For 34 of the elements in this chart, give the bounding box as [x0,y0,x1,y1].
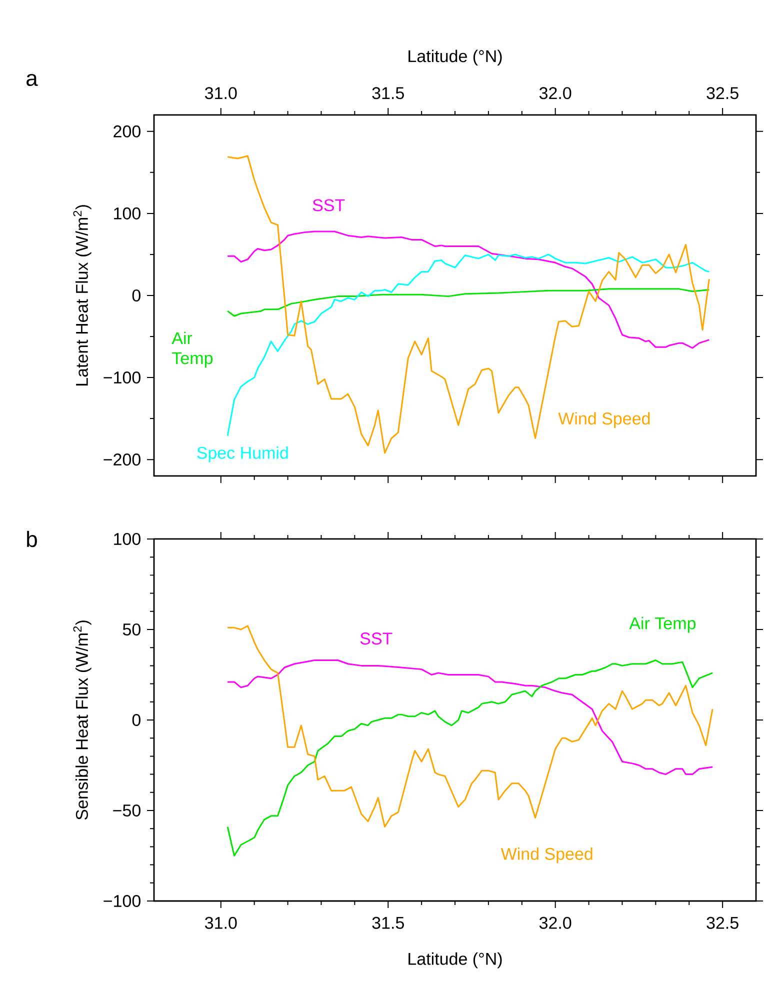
y-tick-label: 100 [114,532,141,546]
y-tick-label: 0 [132,289,141,302]
series-label: SST [313,199,345,212]
y-axis-title: Latent Heat Flux (W/m$^{2}$) [73,205,92,386]
x-tick-label: 31.5 [372,916,404,929]
x-tick-label: 32.5 [706,87,739,100]
text: Wind Speed [501,847,593,864]
series-label: Air Temp [629,616,696,633]
x-tick-label: 32.0 [540,87,572,100]
series-label: SST [360,632,393,645]
x-tick-label: 31.5 [372,87,404,100]
line-series [227,230,710,349]
x-tick-label: 31.0 [205,87,238,100]
series-label: Spec Humid [197,446,288,462]
series-label: Air Temp [172,332,213,368]
series-label: Wind Speed [558,412,650,428]
y-tick-label: −100 [104,894,141,908]
x-tick-label: 32.0 [540,916,572,929]
line-series [227,288,710,317]
y-tick-label: −50 [113,804,141,817]
y-tick-label: −100 [104,372,141,384]
line-series [227,660,714,776]
text: b [27,530,38,548]
x-tick-label: 32.5 [706,916,739,929]
y-tick-label: 100 [114,207,141,220]
y-axis-title: Sensible Heat Flux (W/m$^{2}$) [73,620,92,820]
y-tick-label: −200 [104,454,141,466]
y-tick-label: 50 [123,623,141,636]
x-axis-title: Latitude (°N) [408,50,502,66]
y-tick-label: 0 [132,714,141,726]
x-axis-title: Latitude (°N) [408,952,502,968]
x-tick-label: 31.0 [205,916,238,929]
y-tick-label: 200 [114,125,141,138]
text: a [26,74,38,86]
